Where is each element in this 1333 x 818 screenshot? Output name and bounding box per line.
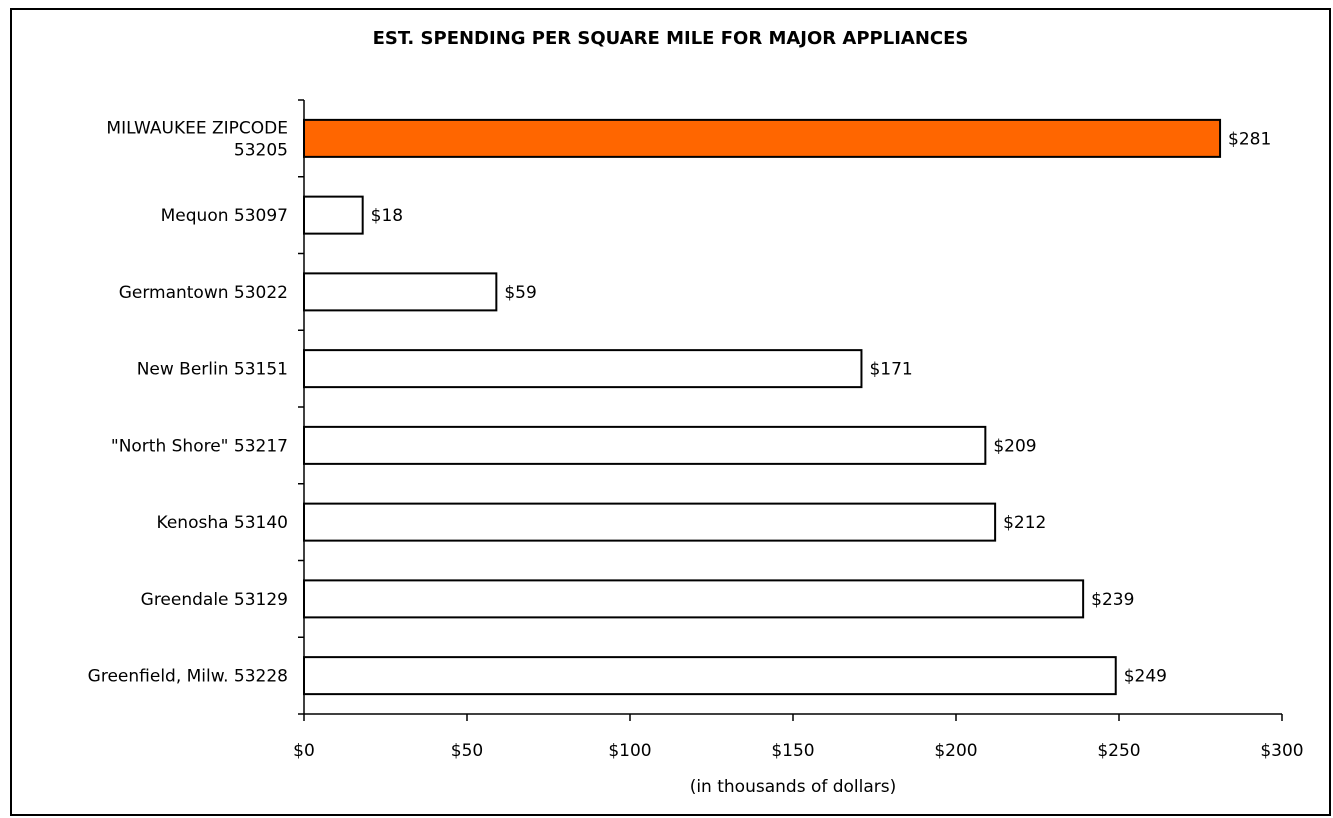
bar-0 (303, 118, 1222, 158)
category-label-0: MILWAUKEE ZIPCODE 53205 (106, 118, 288, 160)
category-label-1: Mequon 53097 (161, 206, 288, 226)
category-label-7: Greenfield, Milw. 53228 (88, 667, 288, 687)
data-label-1: $18 (371, 206, 403, 226)
category-label-6: Greendale 53129 (141, 590, 288, 610)
bar-5 (303, 502, 997, 542)
labels-group: MILWAUKEE ZIPCODE 53205 $281 Mequon 53097 $1… (88, 118, 1304, 797)
category-label-2: Germantown 53022 (119, 283, 288, 303)
data-label-2: $59 (504, 283, 536, 303)
x-tick-label-2: $100 (608, 741, 651, 761)
x-tick-label-5: $250 (1097, 741, 1140, 761)
category-label-4: "North Shore" 53217 (111, 436, 288, 456)
chart-title: EST. SPENDING PER SQUARE MILE FOR MAJOR … (372, 28, 969, 49)
data-label-6: $239 (1091, 590, 1134, 610)
bar-4 (303, 425, 987, 465)
x-tick-label-4: $200 (934, 741, 977, 761)
data-label-5: $212 (1003, 513, 1046, 533)
axes-group (298, 99, 1283, 721)
data-label-4: $209 (993, 436, 1036, 456)
x-tick-label-1: $50 (451, 741, 483, 761)
x-tick-label-3: $150 (771, 741, 814, 761)
x-axis-title: (in thousands of dollars) (690, 777, 897, 797)
bar-1 (303, 195, 364, 235)
x-tick-label-0: $0 (293, 741, 315, 761)
category-label-3: New Berlin 53151 (137, 360, 288, 380)
data-label-7: $249 (1124, 667, 1167, 687)
bar-7 (303, 656, 1117, 696)
x-tick-label-6: $300 (1260, 741, 1303, 761)
bar-6 (303, 579, 1085, 619)
bars-group (303, 118, 1222, 696)
bar-3 (303, 349, 863, 389)
data-label-0: $281 (1228, 129, 1271, 149)
bar-2 (303, 272, 498, 312)
category-label-5: Kenosha 53140 (157, 513, 288, 533)
data-label-3: $171 (869, 360, 912, 380)
